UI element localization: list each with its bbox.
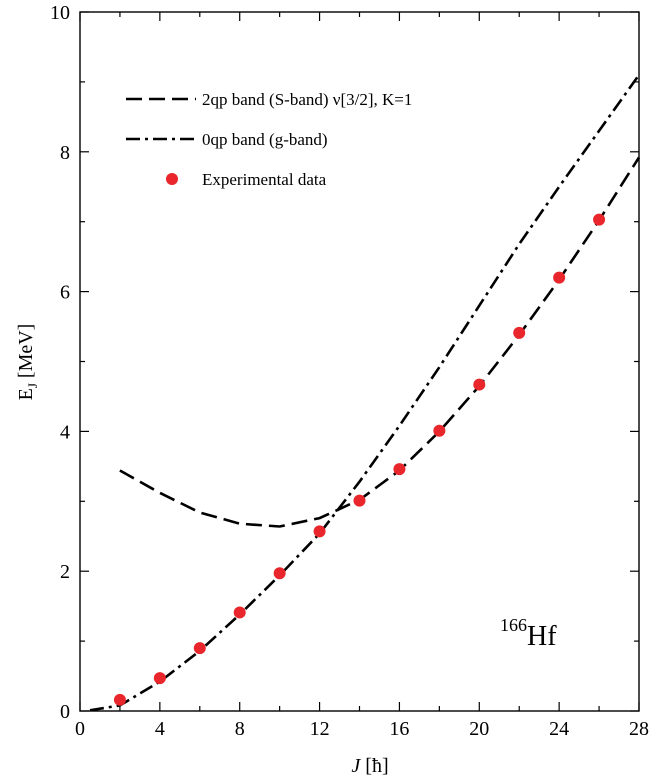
y-tick-label: 4 (60, 421, 70, 443)
legend-label-g-band: 0qp band (g-band) (202, 130, 328, 149)
x-tick-label: 4 (155, 718, 165, 740)
experimental-data-point (273, 567, 286, 580)
experimental-data-point (553, 271, 566, 284)
x-tick-label: 28 (629, 718, 649, 740)
legend-swatch-experimental (166, 173, 178, 185)
experimental-data-point (313, 525, 326, 538)
experimental-data-point (593, 213, 606, 226)
y-tick-label: 10 (50, 2, 70, 24)
legend: 2qp band (S-band) ν[3/2], K=1 0qp band (… (126, 90, 412, 189)
experimental-data-point (353, 494, 366, 507)
experimental-data-point (233, 606, 246, 619)
x-tick-label: 12 (310, 718, 330, 740)
y-axis-title: EJ [MeV] (15, 324, 40, 401)
experimental-data-point (113, 693, 126, 706)
s-band-curve (119, 156, 641, 528)
x-tick-label: 0 (75, 718, 85, 740)
x-tick-label: 8 (235, 718, 245, 740)
plot-frame (79, 11, 640, 712)
nucleus-label: 166Hf (500, 615, 557, 652)
x-tick-label: 16 (389, 718, 409, 740)
experimental-data-point (193, 642, 206, 655)
experimental-data-point (433, 424, 446, 437)
experimental-data-point (393, 463, 406, 476)
y-tick-label: 2 (60, 561, 70, 583)
g-band-curve (89, 74, 641, 712)
legend-label-s-band: 2qp band (S-band) ν[3/2], K=1 (202, 90, 412, 109)
x-axis-title: J [ħ] (351, 755, 388, 777)
experimental-data-point (473, 378, 486, 391)
experimental-data-point (153, 672, 166, 685)
legend-label-experimental: Experimental data (202, 170, 327, 189)
x-tick-label: 24 (549, 718, 569, 740)
y-tick-label: 6 (60, 282, 70, 304)
y-tick-label: 8 (60, 142, 70, 164)
y-tick-label: 0 (60, 701, 70, 723)
series-layer (89, 74, 641, 712)
axis-ticks (79, 11, 640, 712)
experimental-data-point (513, 326, 526, 339)
x-tick-label: 20 (469, 718, 489, 740)
